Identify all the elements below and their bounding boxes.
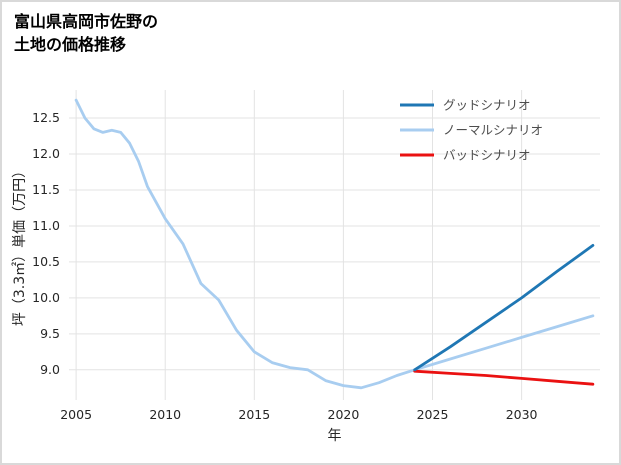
legend-label-good: グッドシナリオ bbox=[443, 98, 531, 113]
y-tick-label: 10.5 bbox=[32, 254, 60, 269]
x-tick-label: 2015 bbox=[238, 407, 270, 422]
chart-title: 富山県高岡市佐野の 土地の価格推移 bbox=[14, 10, 158, 56]
chart-title-line2: 土地の価格推移 bbox=[14, 35, 127, 55]
x-tick-label: 2010 bbox=[149, 407, 181, 422]
y-tick-label: 11.5 bbox=[32, 182, 60, 197]
x-axis-label: 年 bbox=[328, 428, 342, 444]
y-tick-label: 12.5 bbox=[32, 110, 60, 125]
y-tick-label: 9.0 bbox=[40, 362, 60, 377]
legend-item-bad: バッドシナリオ bbox=[400, 148, 531, 163]
x-tick-label: 2005 bbox=[60, 407, 92, 422]
x-tick-label: 2020 bbox=[328, 407, 360, 422]
y-tick-label: 9.5 bbox=[40, 326, 60, 341]
good-scenario-line bbox=[413, 244, 595, 372]
legend-label-bad: バッドシナリオ bbox=[443, 148, 531, 163]
bad-scenario-line bbox=[413, 369, 595, 386]
chart-title-line1: 富山県高岡市佐野の bbox=[14, 12, 159, 31]
legend-item-good: グッドシナリオ bbox=[400, 98, 531, 113]
y-tick-label: 12.0 bbox=[32, 146, 60, 161]
normal-scenario-line bbox=[74, 98, 595, 390]
y-axis-label: 坪（3.3㎡）単価（万円） bbox=[12, 164, 28, 326]
x-tick-label: 2030 bbox=[506, 407, 538, 422]
y-tick-label: 10.0 bbox=[32, 290, 60, 305]
legend-label-normal: ノーマルシナリオ bbox=[443, 123, 543, 138]
x-tick-label: 2025 bbox=[417, 407, 449, 422]
legend-item-normal: ノーマルシナリオ bbox=[400, 123, 543, 138]
y-tick-label: 11.0 bbox=[32, 218, 60, 233]
